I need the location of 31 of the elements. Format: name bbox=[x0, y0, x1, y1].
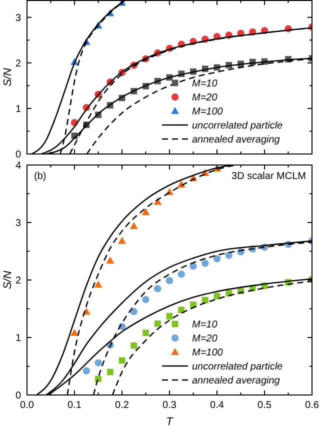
legend-label: uncorrelated particle bbox=[192, 362, 284, 372]
y-tick-label: 3 bbox=[15, 218, 22, 229]
x-axis-title: T bbox=[166, 416, 174, 428]
y-tick-label: 0 bbox=[15, 390, 22, 402]
y-tick-label: 2 bbox=[15, 276, 22, 286]
y-tick-label: 1 bbox=[15, 104, 22, 115]
y-axis-title: S/N bbox=[2, 68, 14, 86]
y-tick-label: 3 bbox=[15, 12, 22, 24]
x-tick-label: 0.4 bbox=[210, 400, 224, 411]
x-tick-label: 0.6 bbox=[305, 400, 320, 411]
y-tick-label: 2 bbox=[15, 58, 22, 70]
y-tick-label: 1 bbox=[15, 333, 22, 344]
x-tick-label: 0.5 bbox=[258, 400, 272, 411]
annotation: 3D scalar MCLM bbox=[232, 171, 306, 182]
x-tick-label: 0.3 bbox=[162, 400, 177, 411]
x-tick-label: 0.2 bbox=[115, 400, 130, 411]
y-tick-label: 0 bbox=[15, 150, 22, 160]
legend-label: M=20 bbox=[192, 92, 218, 104]
legend-label: M=20 bbox=[192, 334, 218, 344]
legend-label: annealed averaging bbox=[192, 134, 280, 146]
legend-label: M=100 bbox=[192, 348, 224, 358]
legend-label: annealed averaging bbox=[192, 376, 280, 386]
legend-label: uncorrelated particle bbox=[192, 120, 284, 132]
y-axis-title: S/N bbox=[2, 270, 14, 290]
x-tick-label: 0.1 bbox=[68, 400, 82, 411]
legend-label: M=100 bbox=[192, 106, 224, 118]
annotation: (b) bbox=[34, 171, 46, 182]
y-tick-label: 4 bbox=[15, 160, 22, 172]
legend-label: M=10 bbox=[192, 320, 218, 330]
legend-label: M=10 bbox=[192, 78, 218, 90]
x-tick-label: 0.0 bbox=[20, 400, 34, 411]
